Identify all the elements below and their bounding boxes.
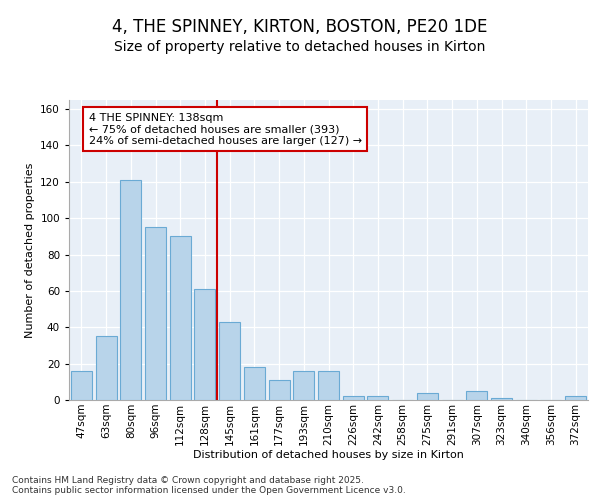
Bar	[95, 336, 116, 400]
Bar	[145, 228, 166, 400]
Bar	[120, 180, 141, 400]
Bar	[367, 396, 388, 400]
Bar	[269, 380, 290, 400]
Text: Size of property relative to detached houses in Kirton: Size of property relative to detached ho…	[115, 40, 485, 54]
Bar	[244, 368, 265, 400]
Bar	[565, 396, 586, 400]
Bar	[219, 322, 240, 400]
Bar	[71, 371, 92, 400]
Bar	[417, 392, 438, 400]
Text: Contains HM Land Registry data © Crown copyright and database right 2025.
Contai: Contains HM Land Registry data © Crown c…	[12, 476, 406, 495]
Text: 4 THE SPINNEY: 138sqm
← 75% of detached houses are smaller (393)
24% of semi-det: 4 THE SPINNEY: 138sqm ← 75% of detached …	[89, 112, 362, 146]
Bar	[343, 396, 364, 400]
X-axis label: Distribution of detached houses by size in Kirton: Distribution of detached houses by size …	[193, 450, 464, 460]
Text: 4, THE SPINNEY, KIRTON, BOSTON, PE20 1DE: 4, THE SPINNEY, KIRTON, BOSTON, PE20 1DE	[112, 18, 488, 36]
Y-axis label: Number of detached properties: Number of detached properties	[25, 162, 35, 338]
Bar	[466, 391, 487, 400]
Bar	[293, 371, 314, 400]
Bar	[170, 236, 191, 400]
Bar	[491, 398, 512, 400]
Bar	[194, 289, 215, 400]
Bar	[318, 371, 339, 400]
